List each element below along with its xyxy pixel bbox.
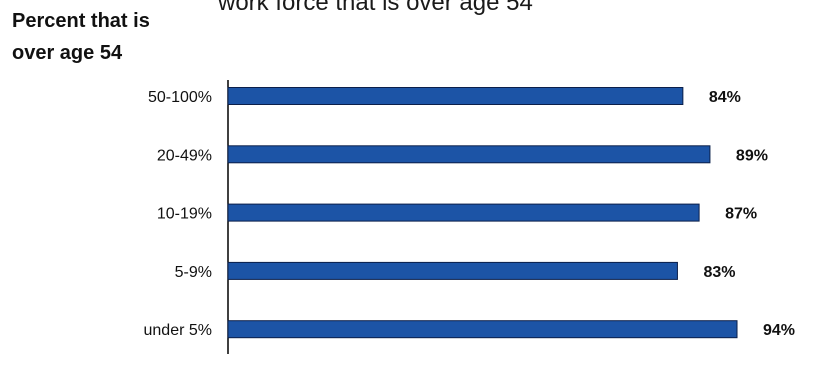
bar-2 <box>227 203 700 222</box>
category-label-4: under 5% <box>144 322 213 339</box>
category-label-2: 10-19% <box>157 206 212 223</box>
bar-1 <box>227 145 711 164</box>
value-label-4: 94% <box>763 322 795 339</box>
value-label-0: 84% <box>709 89 741 106</box>
bar-3 <box>227 261 678 280</box>
value-label-1: 89% <box>736 147 768 164</box>
category-label-0: 50-100% <box>148 89 212 106</box>
bar-4 <box>227 320 738 339</box>
bar-0 <box>227 87 684 105</box>
y-axis-title-line-2: over age 54 <box>12 42 123 64</box>
value-label-3: 83% <box>703 264 735 281</box>
y-axis-title-line-1: Percent that is <box>12 10 150 32</box>
category-label-3: 5-9% <box>175 264 212 281</box>
value-label-2: 87% <box>725 206 757 223</box>
category-label-1: 20-49% <box>157 147 212 164</box>
chart-title: work force that is over age 54 <box>217 0 533 16</box>
bars-group: 50-100% 84% 20-49% 89% 10-19% 87% 5-9% 83% under… <box>144 87 795 339</box>
